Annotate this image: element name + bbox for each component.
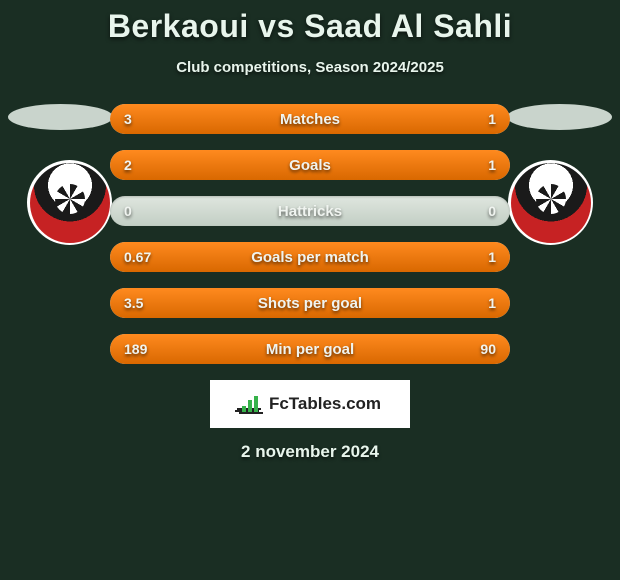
club-badge-right: [508, 160, 593, 245]
club-badge-left: [27, 160, 112, 245]
watermark-text: FcTables.com: [269, 394, 381, 414]
stat-bar: 0.671Goals per match: [110, 242, 510, 272]
crest-icon: [511, 163, 591, 243]
stat-bar: 3.51Shots per goal: [110, 288, 510, 318]
date-label: 2 november 2024: [0, 442, 620, 462]
stat-bar: 00Hattricks: [110, 196, 510, 226]
stat-label: Shots per goal: [110, 288, 510, 318]
stat-bars: 31Matches 21Goals 00Hattricks 0.671Goals pe…: [110, 104, 510, 364]
stat-bar: 21Goals: [110, 150, 510, 180]
subtitle: Club competitions, Season 2024/2025: [0, 59, 620, 76]
crest-icon: [30, 163, 110, 243]
stat-label: Goals per match: [110, 242, 510, 272]
fctables-logo-icon: [239, 394, 263, 414]
watermark: FcTables.com: [210, 380, 410, 428]
stat-label: Hattricks: [110, 196, 510, 226]
player-shadow-right: [507, 104, 612, 130]
stat-label: Goals: [110, 150, 510, 180]
stat-bar: 18990Min per goal: [110, 334, 510, 364]
stat-label: Matches: [110, 104, 510, 134]
player-shadow-left: [8, 104, 113, 130]
stat-bar: 31Matches: [110, 104, 510, 134]
page-title: Berkaoui vs Saad Al Sahli: [0, 0, 620, 45]
comparison-stage: 31Matches 21Goals 00Hattricks 0.671Goals pe…: [0, 104, 620, 364]
stat-label: Min per goal: [110, 334, 510, 364]
